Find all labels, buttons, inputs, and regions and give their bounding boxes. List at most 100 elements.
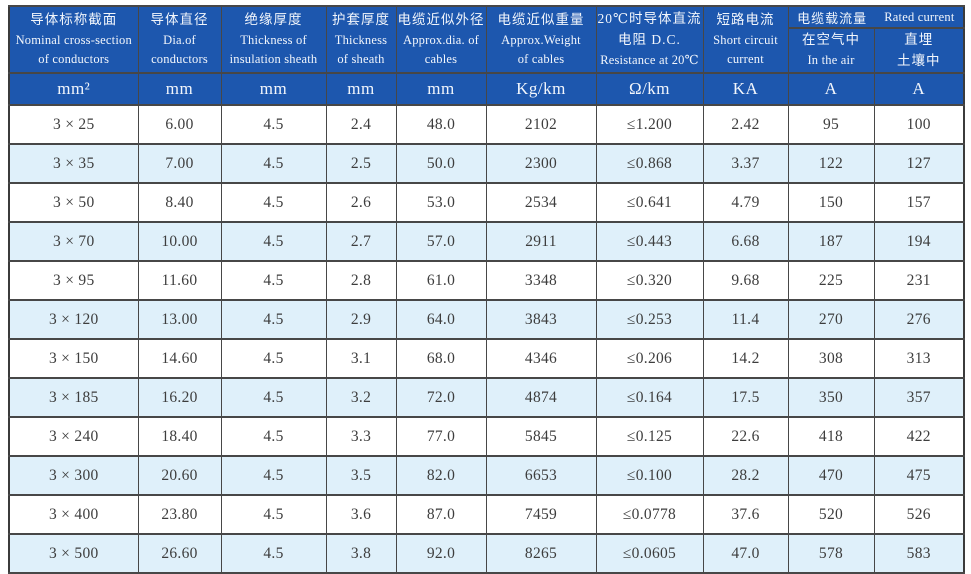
unit-cell: mm² [8, 72, 139, 106]
unit-cell: A [787, 72, 875, 106]
unit-cell: Ω/km [595, 72, 704, 106]
table-row: 3 × 300 20.60 4.5 3.5 82.0 6653 ≤0.100 28.2 470 4… [8, 455, 965, 496]
table-cell: 2.9 [325, 299, 397, 340]
header-en: Dia.of [163, 32, 196, 47]
table-cell: 64.0 [395, 299, 487, 340]
table-cell: 23.80 [137, 494, 222, 535]
table-cell: 57.0 [395, 221, 487, 262]
col-header-dc-resistance: 20℃时导体直流 电阻 D.C. Resistance at 20℃ [595, 5, 704, 74]
table-row: 3 × 240 18.40 4.5 3.3 77.0 5845 ≤0.125 22.6 418 4… [8, 416, 965, 457]
table-cell: ≤0.206 [595, 338, 704, 379]
table-cell: 276 [873, 299, 965, 340]
table-row: 3 × 50 8.40 4.5 2.6 53.0 2534 ≤0.641 4.79 150 157 [8, 182, 965, 223]
table-cell: 3 × 70 [8, 221, 139, 262]
table-cell: 122 [787, 143, 875, 184]
table-cell: 6.68 [702, 221, 789, 262]
table-row: 3 × 25 6.00 4.5 2.4 48.0 2102 ≤1.200 2.42 95 100 [8, 104, 965, 145]
header-en: current [727, 51, 764, 66]
table-cell: 3 × 25 [8, 104, 139, 145]
table-cell: 231 [873, 260, 965, 301]
unit-cell: mm [395, 72, 487, 106]
table-cell: 48.0 [395, 104, 487, 145]
table-cell: 3 × 120 [8, 299, 139, 340]
col-header-approx-weight: 电缆近似重量 Approx.Weight of cables [485, 5, 597, 74]
table-cell: 3.3 [325, 416, 397, 457]
table-cell: 68.0 [395, 338, 487, 379]
col-header-in-air: 在空气中 In the air [787, 27, 875, 74]
table-cell: 7.00 [137, 143, 222, 184]
table-cell: 2102 [485, 104, 597, 145]
table-cell: 4.5 [220, 455, 327, 496]
col-header-short-circuit-current: 短路电流 Short circuit current [702, 5, 789, 74]
col-header-conductor-diameter: 导体直径 Dia.of conductors [137, 5, 222, 74]
table-row: 3 × 95 11.60 4.5 2.8 61.0 3348 ≤0.320 9.68 225 23… [8, 260, 965, 301]
table-cell: 194 [873, 221, 965, 262]
col-header-nominal-cross-section: 导体标称截面 Nominal cross-section of conducto… [8, 5, 139, 74]
cable-spec-table-wrap: 导体标称截面 Nominal cross-section of conducto… [8, 5, 966, 574]
unit-cell: KA [702, 72, 789, 106]
table-cell: 4.5 [220, 494, 327, 535]
table-cell: 2911 [485, 221, 597, 262]
table-cell: 422 [873, 416, 965, 457]
table-cell: 100 [873, 104, 965, 145]
table-cell: 4.5 [220, 416, 327, 457]
table-cell: 3.6 [325, 494, 397, 535]
table-cell: 3 × 400 [8, 494, 139, 535]
table-cell: 6653 [485, 455, 597, 496]
col-header-sheath-thickness: 护套厚度 Thickness of sheath [325, 5, 397, 74]
table-cell: 3.1 [325, 338, 397, 379]
table-cell: ≤1.200 [595, 104, 704, 145]
table-cell: 16.20 [137, 377, 222, 418]
table-cell: 72.0 [395, 377, 487, 418]
table-cell: ≤0.100 [595, 455, 704, 496]
table-cell: 3 × 35 [8, 143, 139, 184]
header-zh: 短路电流 [716, 11, 775, 27]
table-cell: 82.0 [395, 455, 487, 496]
table-cell: ≤0.125 [595, 416, 704, 457]
table-cell: 4874 [485, 377, 597, 418]
table-cell: 313 [873, 338, 965, 379]
table-cell: 4.5 [220, 104, 327, 145]
header-zh: 导体标称截面 [30, 11, 118, 27]
table-cell: 127 [873, 143, 965, 184]
table-cell: 17.5 [702, 377, 789, 418]
header-en: In the air [807, 53, 855, 68]
table-row: 3 × 120 13.00 4.5 2.9 64.0 3843 ≤0.253 11.4 270 2… [8, 299, 965, 340]
table-cell: 475 [873, 455, 965, 496]
table-cell: 11.4 [702, 299, 789, 340]
table-cell: 4.5 [220, 260, 327, 301]
table-cell: 18.40 [137, 416, 222, 457]
unit-cell: mm [220, 72, 327, 106]
table-cell: ≤0.868 [595, 143, 704, 184]
table-cell: 11.60 [137, 260, 222, 301]
table-cell: 3843 [485, 299, 597, 340]
unit-cell: mm [137, 72, 222, 106]
header-zh: 电缆近似重量 [497, 11, 585, 27]
col-header-insulation-thickness: 绝缘厚度 Thickness of insulation sheath [220, 5, 327, 74]
table-cell: 157 [873, 182, 965, 223]
table-cell: 520 [787, 494, 875, 535]
table-cell: 3.37 [702, 143, 789, 184]
table-cell: 6.00 [137, 104, 222, 145]
header-zh: 导体直径 [150, 11, 209, 27]
table-cell: ≤0.164 [595, 377, 704, 418]
table-cell: 2300 [485, 143, 597, 184]
table-cell: 470 [787, 455, 875, 496]
table-cell: 7459 [485, 494, 597, 535]
table-cell: 2.4 [325, 104, 397, 145]
table-cell: 14.60 [137, 338, 222, 379]
header-zh: 20℃时导体直流 [597, 10, 702, 26]
table-cell: 95 [787, 104, 875, 145]
header-en: Nominal cross-section [15, 32, 132, 47]
table-row: 3 × 35 7.00 4.5 2.5 50.0 2300 ≤0.868 3.37 122 127 [8, 143, 965, 184]
table-cell: 4.5 [220, 221, 327, 262]
table-cell: 2.8 [325, 260, 397, 301]
table-cell: 4.5 [220, 299, 327, 340]
col-header-buried-in-soil: 直埋 土壤中 [873, 27, 965, 74]
table-cell: 50.0 [395, 143, 487, 184]
header-zh: 电缆近似外径 [397, 11, 485, 27]
header-en: of sheath [337, 51, 385, 66]
header-en: Short circuit [713, 32, 778, 47]
header-en: Resistance at 20℃ [600, 52, 699, 67]
table-body: 3 × 25 6.00 4.5 2.4 48.0 2102 ≤1.200 2.42 95 100 3… [8, 104, 965, 574]
